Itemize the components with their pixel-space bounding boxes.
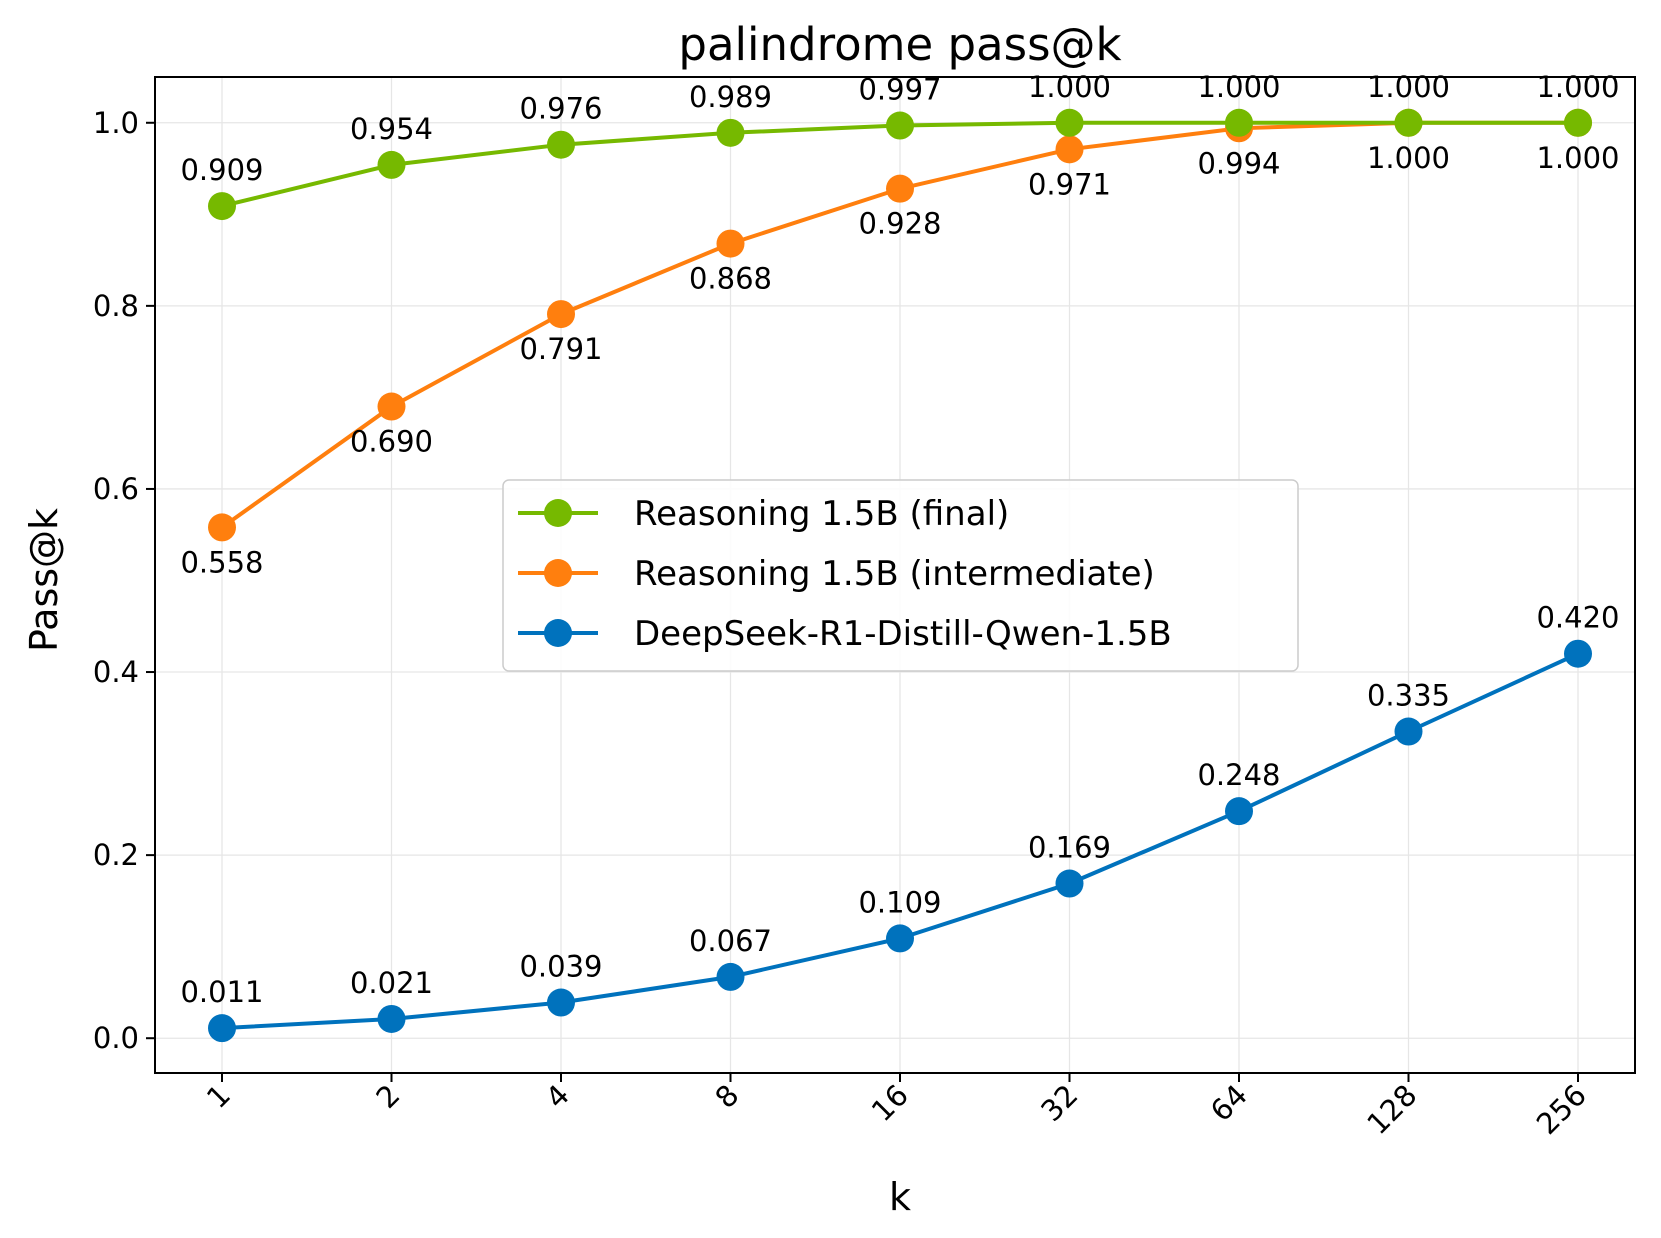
data-label: 0.558 [180, 545, 263, 579]
data-label: 0.989 [689, 80, 772, 114]
data-label: 0.791 [519, 332, 602, 366]
data-point [716, 229, 745, 258]
plot-series [208, 108, 1592, 1043]
data-label: 0.011 [180, 975, 263, 1009]
series-0 [208, 108, 1592, 221]
data-point [377, 1004, 406, 1033]
legend-label: Reasoning 1.5B (intermediate) [634, 554, 1155, 594]
legend-marker [544, 559, 572, 587]
data-point [377, 150, 406, 179]
data-point [716, 118, 745, 147]
y-tick-label: 0.6 [93, 472, 139, 506]
data-label: 1.000 [1536, 141, 1619, 175]
data-point [547, 300, 575, 329]
data-point [1225, 797, 1253, 826]
data-label: 0.109 [858, 885, 941, 919]
data-label: 1.000 [1028, 70, 1111, 104]
legend-item: DeepSeek-R1-Distill-Qwen-1.5B [518, 614, 1172, 654]
data-label: 1.000 [1367, 141, 1450, 175]
data-labels: 0.909 0.954 0.976 0.989 0.997 1.000 1.000 1.000… [180, 70, 1619, 1009]
data-point [1225, 108, 1253, 137]
data-point [547, 130, 575, 159]
data-label: 0.021 [350, 966, 433, 1000]
legend-box [502, 479, 1299, 672]
data-point [1055, 869, 1084, 898]
data-label: 0.067 [689, 924, 772, 958]
data-point [886, 111, 914, 140]
y-tick-label: 1.0 [93, 106, 139, 140]
data-label: 0.994 [1197, 146, 1280, 180]
data-label: 0.868 [689, 262, 772, 296]
data-point [208, 513, 236, 542]
data-label: 0.976 [519, 92, 602, 126]
series-2 [208, 639, 1592, 1043]
y-tick-label: 0.8 [93, 289, 139, 323]
data-point [886, 174, 914, 203]
data-point [377, 392, 406, 421]
data-point [547, 988, 575, 1017]
data-label: 0.928 [858, 207, 941, 241]
legend: Reasoning 1.5B (final) Reasoning 1.5B (in… [502, 479, 1299, 672]
data-label: 0.248 [1197, 758, 1280, 792]
data-label: 1.000 [1367, 70, 1450, 104]
legend-marker [544, 619, 572, 647]
data-label: 0.169 [1028, 831, 1111, 865]
plot-frame [154, 76, 1636, 1074]
data-label: 0.335 [1367, 679, 1450, 713]
legend-item: Reasoning 1.5B (final) [518, 494, 1009, 534]
chart-title: palindrome pass@k [678, 18, 1121, 71]
data-point [886, 924, 914, 953]
data-label: 0.971 [1028, 167, 1111, 201]
data-point [716, 962, 745, 991]
data-point [1394, 108, 1423, 137]
legend-label: Reasoning 1.5B (final) [634, 494, 1009, 534]
data-point [1564, 108, 1592, 137]
data-point [208, 192, 236, 221]
data-label: 0.997 [858, 73, 941, 107]
data-label: 1.000 [1197, 70, 1280, 104]
data-point [1055, 135, 1084, 164]
x-axis-label: k [889, 1175, 911, 1219]
data-label: 0.690 [350, 425, 433, 459]
data-point [1055, 108, 1084, 137]
data-point [208, 1014, 236, 1043]
data-label: 0.420 [1536, 601, 1619, 635]
data-label: 0.909 [180, 153, 263, 187]
y-tick-label: 0.2 [93, 838, 139, 872]
data-point [1564, 639, 1592, 668]
data-label: 0.954 [350, 112, 433, 146]
y-axis-label: Pass@k [22, 508, 66, 652]
legend-item: Reasoning 1.5B (intermediate) [518, 554, 1155, 594]
y-tick-label: 0.0 [93, 1021, 139, 1055]
data-label: 0.039 [519, 950, 602, 984]
data-label: 1.000 [1536, 70, 1619, 104]
y-tick-label: 0.4 [93, 655, 139, 689]
legend-label: DeepSeek-R1-Distill-Qwen-1.5B [634, 614, 1172, 654]
data-point [1394, 717, 1423, 746]
legend-marker [544, 499, 572, 527]
